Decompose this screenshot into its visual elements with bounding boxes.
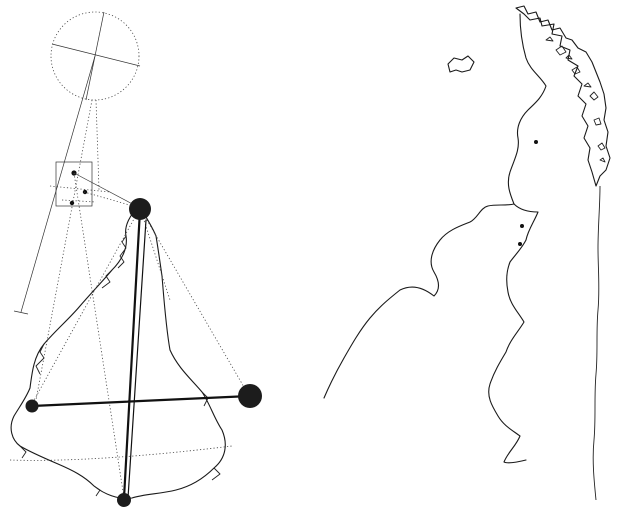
northern-node	[129, 198, 151, 220]
latitude-line	[9, 445, 233, 461]
construction-lines	[31, 172, 249, 499]
primary-connections	[30, 208, 252, 500]
archipelago	[515, 5, 611, 187]
small-island	[447, 55, 475, 73]
coast-markers	[518, 140, 538, 246]
southern-node	[117, 493, 131, 507]
inset-box	[49, 161, 141, 209]
western-node	[25, 399, 39, 413]
continent-outline	[10, 205, 226, 499]
eastern-coastline	[592, 185, 601, 501]
archipelago-islets	[545, 36, 606, 163]
eastern-node	[238, 384, 262, 408]
coast-texture	[19, 235, 221, 497]
left-panel	[9, 11, 262, 507]
bay-coastline	[488, 203, 539, 464]
circle-diagram	[50, 11, 141, 101]
western-coastline	[323, 13, 547, 399]
projection-lines	[13, 55, 100, 401]
right-panel	[323, 5, 611, 501]
